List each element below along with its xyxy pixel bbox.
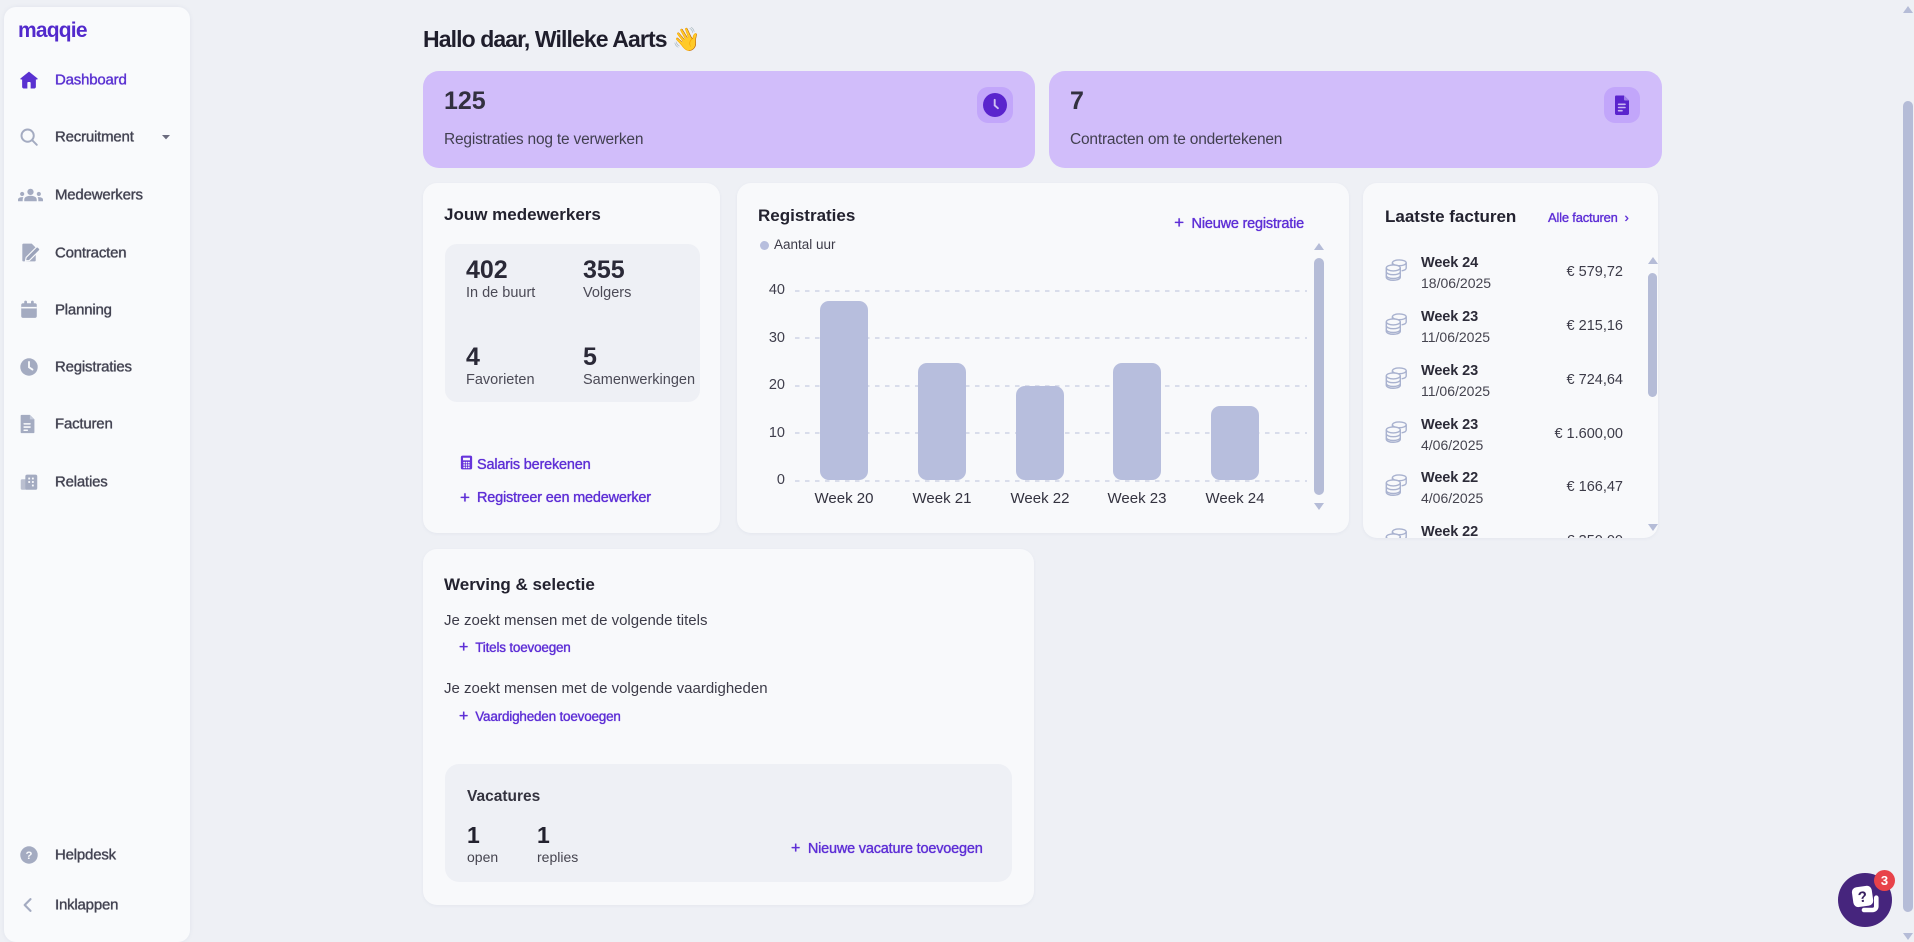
svg-text:?: ?	[26, 850, 33, 862]
svg-text:?: ?	[1857, 888, 1868, 906]
